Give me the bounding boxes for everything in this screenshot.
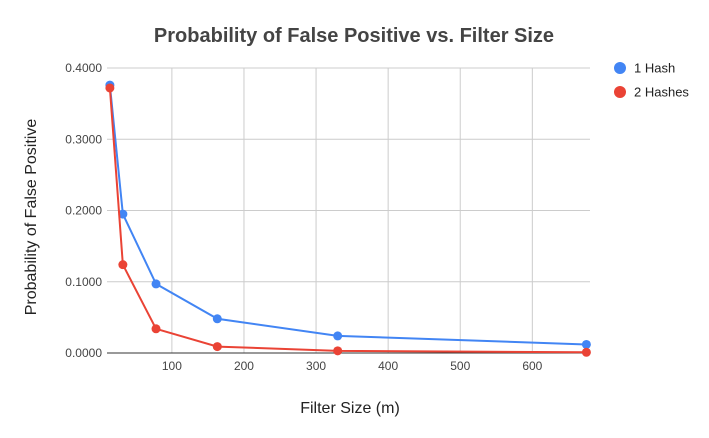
- data-point: [212, 342, 222, 352]
- data-point: [212, 314, 222, 324]
- x-tick-label: 200: [234, 359, 254, 373]
- series-line: [108, 87, 587, 354]
- gridlines: [107, 67, 590, 353]
- data-point: [118, 209, 128, 219]
- data-point: [581, 339, 591, 349]
- data-point: [333, 346, 343, 356]
- legend-marker: [614, 86, 626, 98]
- axes: 0.0000 0.1000 0.2000 0.3000 0.4000 100 200 300 4…: [65, 61, 590, 373]
- y-tick-label: 0.4000: [65, 61, 102, 75]
- legend-label: 2 Hashes: [634, 85, 689, 100]
- data-point: [118, 260, 128, 270]
- series-1: [105, 80, 591, 349]
- x-tick-label: 100: [162, 359, 182, 373]
- x-axis-title: Filter Size (m): [300, 400, 400, 417]
- y-tick-label: 0.1000: [65, 275, 102, 289]
- data-point: [333, 331, 343, 341]
- data-series: [105, 80, 591, 357]
- legend: 1 Hash 2 Hashes: [614, 61, 689, 100]
- y-tick-label: 0.0000: [65, 346, 102, 360]
- y-axis-title: Probability of False Positive: [23, 119, 40, 316]
- chart-title: Probability of False Positive vs. Filter…: [154, 25, 554, 47]
- legend-marker: [614, 62, 626, 74]
- y-tick-label: 0.2000: [65, 204, 102, 218]
- legend-label: 1 Hash: [634, 61, 675, 76]
- data-point: [105, 83, 115, 93]
- y-tick-label: 0.3000: [65, 132, 102, 146]
- series-line: [108, 84, 587, 346]
- series-2: [105, 83, 591, 357]
- data-point: [151, 324, 161, 334]
- x-tick-label: 500: [450, 359, 470, 373]
- x-tick-label: 600: [522, 359, 542, 373]
- x-tick-label: 400: [378, 359, 398, 373]
- data-point: [151, 279, 161, 289]
- data-point: [581, 347, 591, 357]
- x-tick-label: 300: [306, 359, 326, 373]
